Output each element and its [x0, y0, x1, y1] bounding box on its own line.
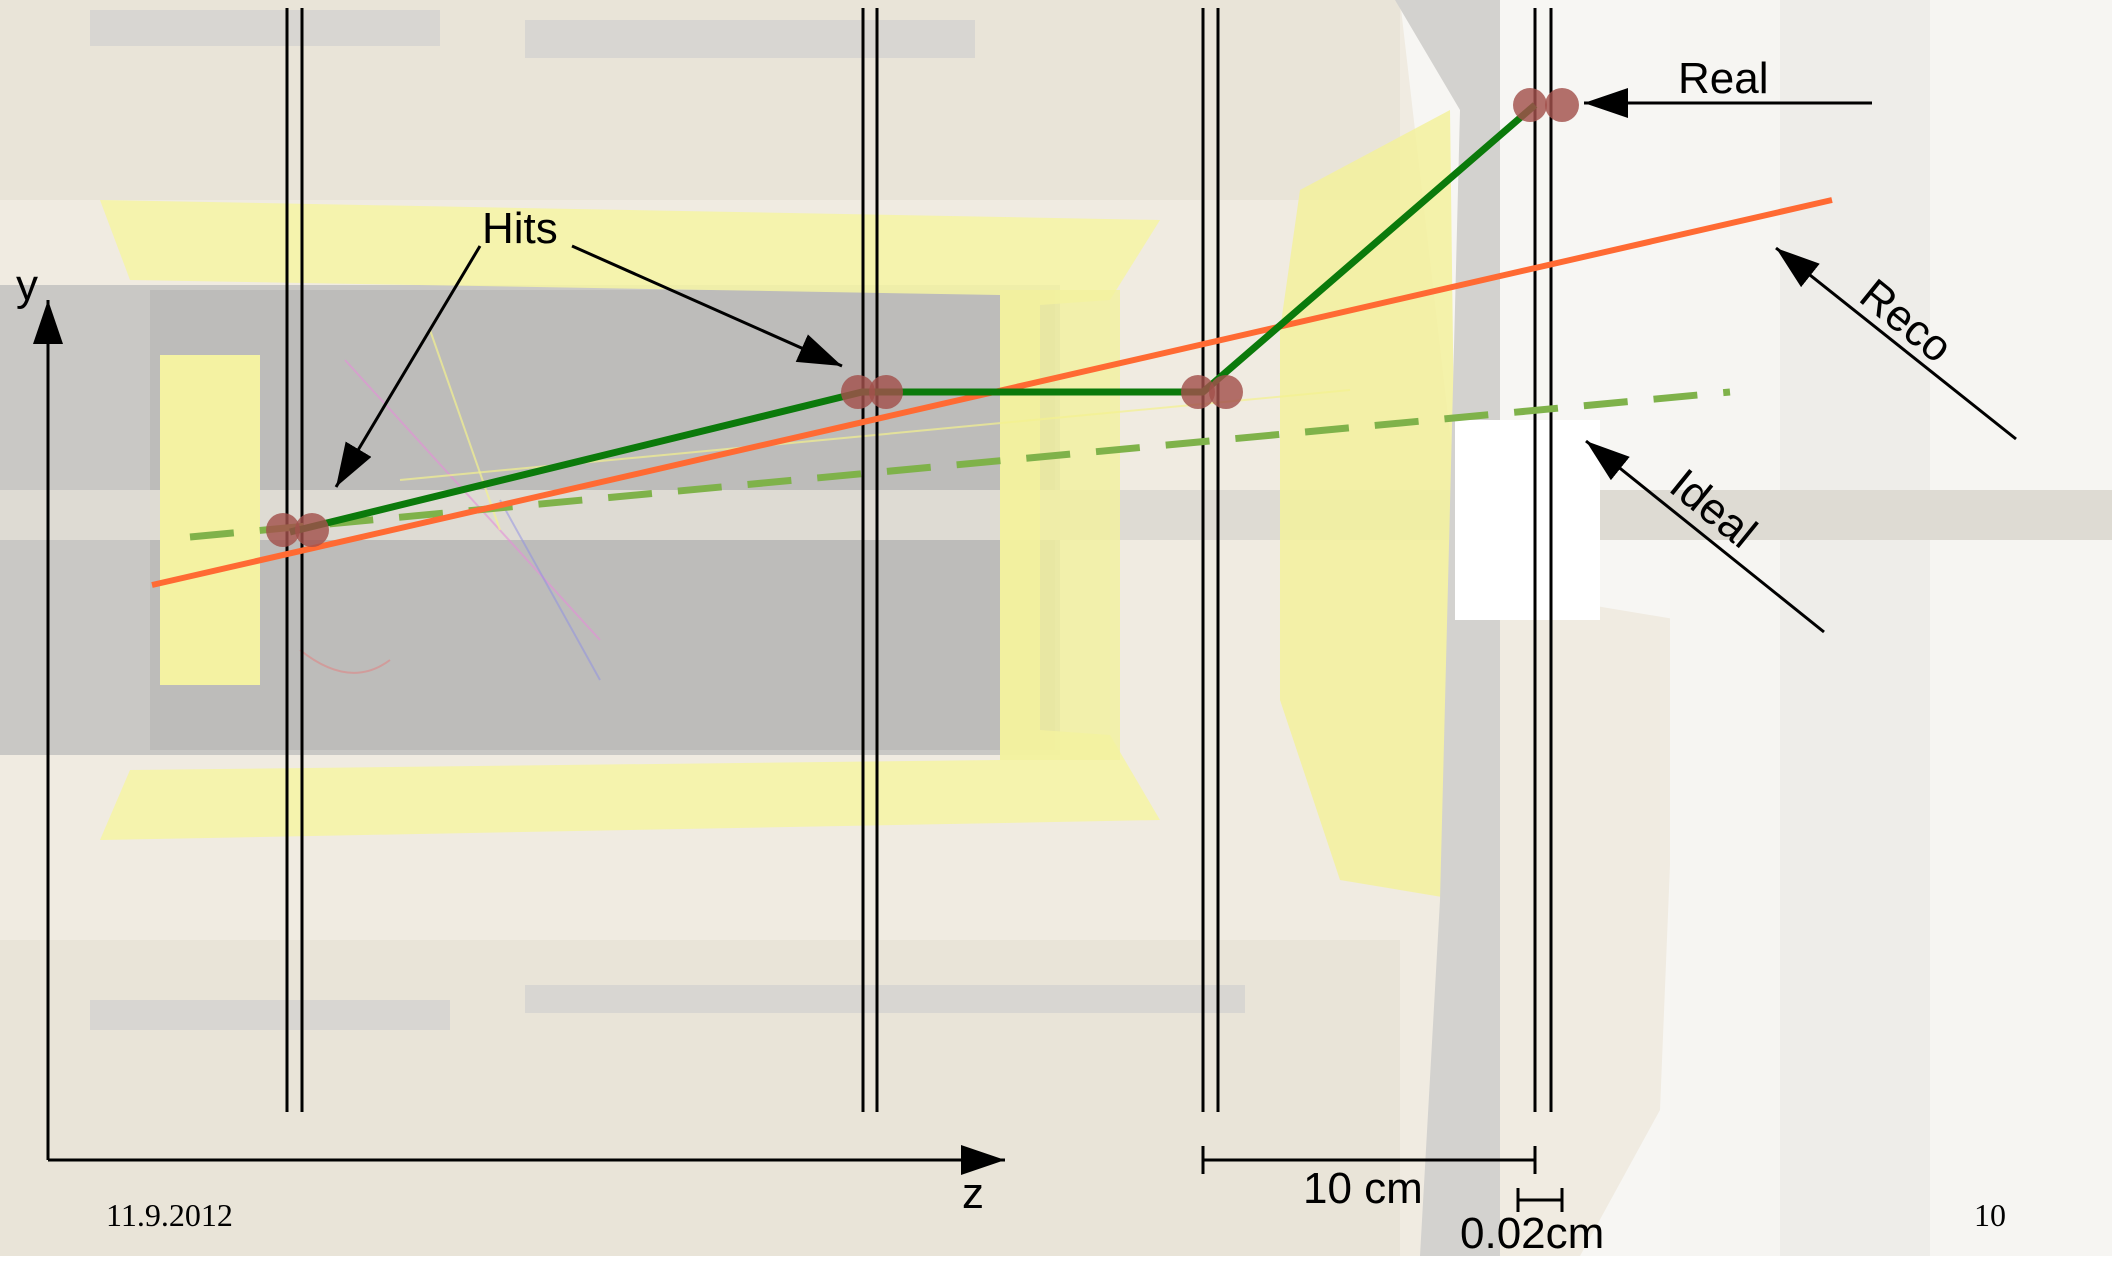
hit-pair-1: [266, 513, 329, 547]
hit-dot-icon: [1209, 375, 1243, 409]
hit-dot-icon: [1181, 375, 1215, 409]
slide-page-number: 10: [1974, 1197, 2006, 1233]
detector-layer-3: [1201, 8, 1220, 1112]
hit-pair-2: [841, 375, 903, 409]
scale-bar-002cm: [1516, 1188, 1564, 1212]
scale-10cm-label: 10 cm: [1303, 1164, 1423, 1213]
hit-dot-icon: [869, 375, 903, 409]
hits-label: Hits: [482, 204, 558, 253]
hit-dot-icon: [841, 375, 875, 409]
scale-002cm-label: 0.02cm: [1460, 1209, 1604, 1256]
hits-arrow-left: [334, 245, 482, 488]
hit-pair-4: [1513, 88, 1579, 122]
detector-layer-2: [861, 8, 879, 1112]
ideal-arrow: [1585, 439, 1825, 634]
hit-pair-3: [1181, 375, 1243, 409]
hit-dot-icon: [266, 513, 300, 547]
hit-dot-icon: [1513, 88, 1547, 122]
z-axis-label: z: [962, 1169, 984, 1218]
y-axis-label: y: [16, 261, 38, 310]
hit-dot-icon: [1545, 88, 1579, 122]
hit-dot-icon: [295, 513, 329, 547]
hits-arrow-right: [571, 244, 843, 368]
ideal-track: [189, 388, 1731, 541]
slide-date: 11.9.2012: [106, 1197, 233, 1233]
detector-layer-1: [285, 8, 304, 1112]
scale-bar-10cm: [1201, 1146, 1537, 1174]
detector-layer-4: [1533, 8, 1553, 1112]
real-track: [289, 102, 1538, 536]
reco-arrow: [1775, 246, 2017, 441]
real-label: Real: [1678, 54, 1769, 103]
